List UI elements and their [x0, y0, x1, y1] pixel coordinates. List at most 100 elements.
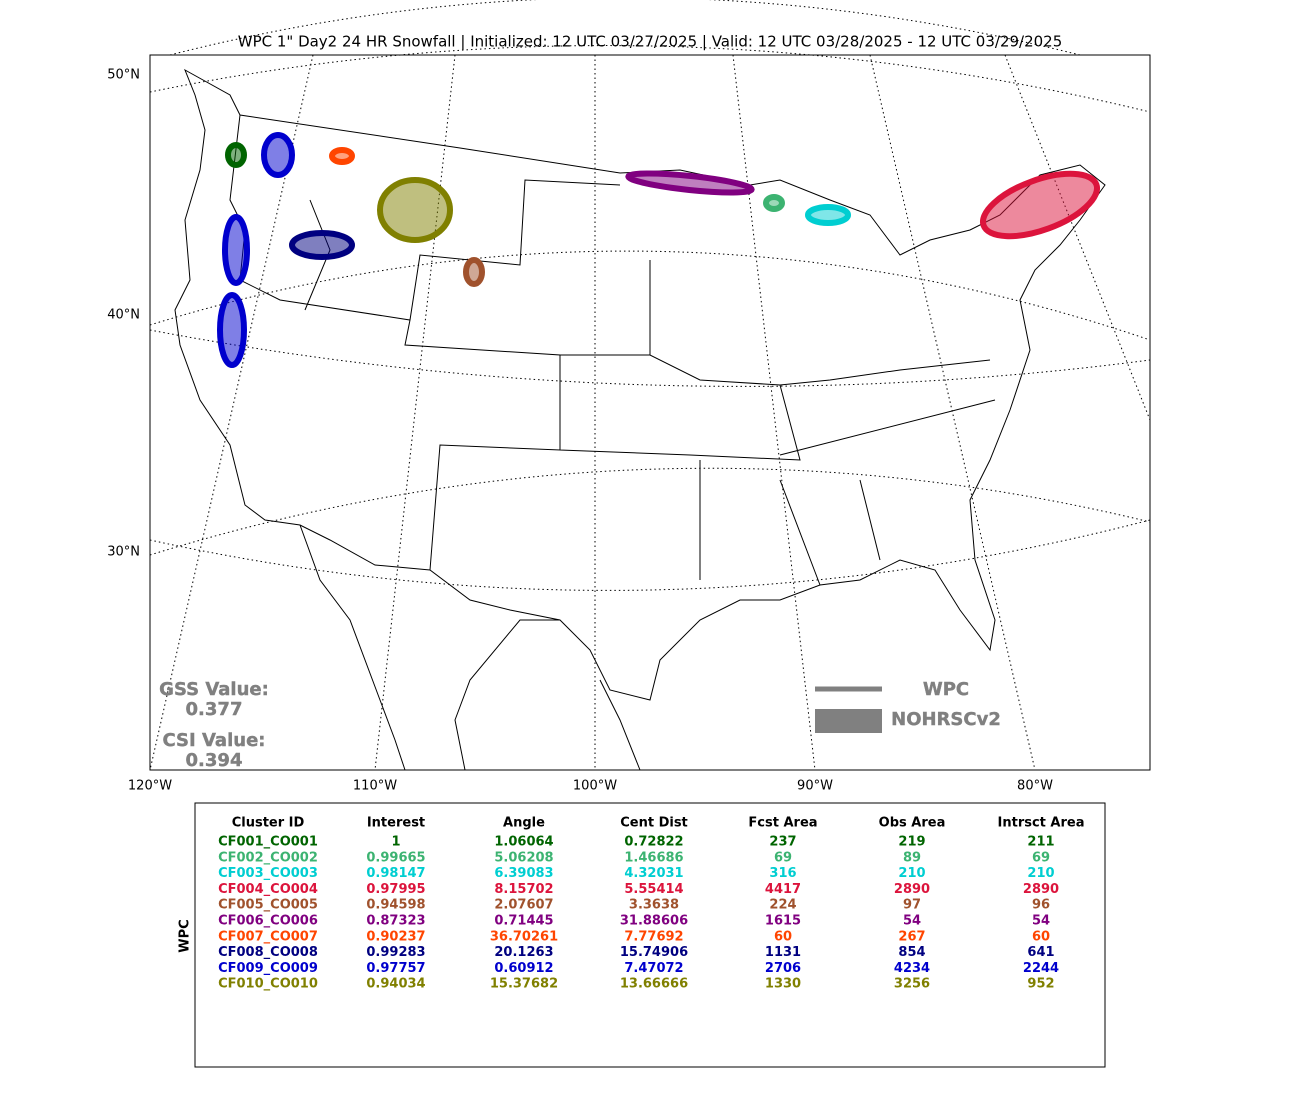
table-cell: 69 — [774, 850, 792, 865]
table-cell: 210 — [898, 866, 925, 881]
graticule — [732, 54, 816, 771]
table-cell: 0.71445 — [494, 914, 553, 929]
table-cell: 3256 — [894, 977, 930, 992]
table-cell: 2244 — [1023, 961, 1059, 976]
table-cell: CF001_CO001 — [218, 835, 318, 850]
table-cell: 54 — [1032, 914, 1050, 929]
table-cell: 2.07607 — [494, 898, 553, 913]
table-cell: 97 — [903, 898, 921, 913]
table-cell: 952 — [1027, 977, 1054, 992]
table-cell: 20.1263 — [494, 945, 553, 960]
legend-label: NOHRSCv2 — [891, 709, 1001, 730]
cluster — [261, 132, 295, 178]
table-cell: CF004_CO004 — [218, 882, 318, 897]
table-cell: 1131 — [765, 945, 801, 960]
lat-label: 40°N — [107, 308, 140, 323]
csi-label: CSI Value: — [163, 730, 266, 751]
table-cell: 0.60912 — [494, 961, 553, 976]
table-cell: 15.37682 — [490, 977, 558, 992]
table-cell: 2890 — [894, 882, 930, 897]
table-cell: CF009_CO009 — [218, 961, 318, 976]
graticule — [149, 519, 1151, 591]
table-cell: 7.47072 — [624, 961, 683, 976]
table-cell: 60 — [1032, 929, 1050, 944]
cluster — [463, 257, 485, 287]
table-cell: 54 — [903, 914, 921, 929]
table-cell: 1.46686 — [624, 850, 683, 865]
table-cell: 0.99665 — [366, 850, 425, 865]
column-header: Cent Dist — [620, 816, 688, 831]
graticule — [149, 250, 1151, 341]
table-cell: 69 — [1032, 850, 1050, 865]
table-cell: 89 — [903, 850, 921, 865]
cluster — [979, 170, 1101, 240]
table-cell: 0.97995 — [366, 882, 425, 897]
table-cell: 267 — [898, 929, 925, 944]
gss-value: 0.377 — [186, 699, 243, 720]
cluster — [763, 194, 785, 212]
lon-label: 80°W — [1017, 779, 1053, 794]
table-cell: 224 — [769, 898, 796, 913]
table-cell: 5.55414 — [624, 882, 683, 897]
table-cell: 2890 — [1023, 882, 1059, 897]
table-cell: CF002_CO002 — [218, 850, 318, 865]
lat-label: 30°N — [107, 545, 140, 560]
table-cell: 96 — [1032, 898, 1050, 913]
cluster — [329, 147, 355, 165]
cluster — [222, 214, 250, 286]
cluster — [225, 142, 247, 168]
cluster — [625, 170, 755, 196]
table-cell: CF008_CO008 — [218, 945, 318, 960]
lon-label: 120°W — [128, 779, 172, 794]
lon-label: 100°W — [573, 779, 617, 794]
lat-label: 50°N — [107, 68, 140, 83]
table-cell: 8.15702 — [494, 882, 553, 897]
cluster — [377, 177, 453, 243]
table-cell: 0.97757 — [366, 961, 425, 976]
table-cell: 1615 — [765, 914, 801, 929]
table-cell: 0.94034 — [366, 977, 425, 992]
title: WPC 1" Day2 24 HR Snowfall | Initialized… — [238, 33, 1063, 51]
cluster — [805, 204, 851, 226]
table-cell: 36.70261 — [490, 929, 558, 944]
map-frame — [149, 54, 1151, 771]
table-cell: 1.06064 — [494, 835, 553, 850]
table-cell: 31.88606 — [620, 914, 688, 929]
table-cell: 15.74906 — [620, 945, 688, 960]
table-cell: 5.06208 — [494, 850, 553, 865]
table-frame — [194, 802, 1106, 1068]
column-header: Obs Area — [879, 816, 946, 831]
cluster — [289, 230, 355, 260]
lon-label: 90°W — [797, 779, 833, 794]
table-cell: 1330 — [765, 977, 801, 992]
table-cell: CF007_CO007 — [218, 929, 318, 944]
table-cell: 0.72822 — [624, 835, 683, 850]
table-cell: 2706 — [765, 961, 801, 976]
graticule — [169, 0, 1081, 56]
mexico-outline — [299, 524, 641, 771]
table-cell: 211 — [1027, 835, 1054, 850]
stats-table: WPC Cluster ID Interest Angle Cent Dist Fcst… — [178, 802, 1106, 1068]
table-cell: 1 — [391, 835, 400, 850]
table-cell: 0.98147 — [366, 866, 425, 881]
graticule — [149, 467, 1151, 556]
graticule — [374, 54, 456, 771]
column-header: Interest — [367, 816, 425, 831]
table-side-label: WPC — [178, 919, 193, 952]
lon-label: 110°W — [353, 779, 397, 794]
table-cell: 854 — [898, 945, 925, 960]
cluster — [217, 292, 247, 368]
snow-clusters — [217, 132, 1101, 368]
table-cell: 219 — [898, 835, 925, 850]
table-cell: CF005_CO005 — [218, 898, 318, 913]
table-cell: CF010_CO010 — [218, 977, 318, 992]
table-cell: 0.99283 — [366, 945, 425, 960]
table-cell: 210 — [1027, 866, 1054, 881]
gss-label: GSS Value: — [159, 679, 269, 700]
table-cell: 3.3638 — [629, 898, 679, 913]
table-cell: 0.90237 — [366, 929, 425, 944]
table-cell: 316 — [769, 866, 796, 881]
table-cell: 0.94598 — [366, 898, 425, 913]
column-header: Intrsct Area — [998, 816, 1085, 831]
